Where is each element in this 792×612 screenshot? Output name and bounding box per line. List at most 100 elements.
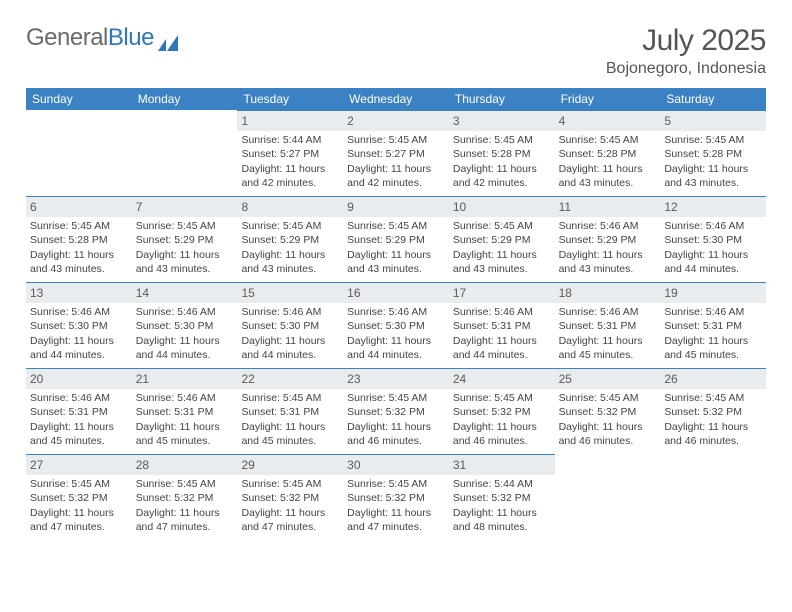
day-cell: 16Sunrise: 5:46 AMSunset: 5:30 PMDayligh… <box>343 282 449 368</box>
brand-logo: GeneralBlue <box>26 24 180 52</box>
daylight-line: Daylight: 11 hours and 47 minutes. <box>30 506 128 534</box>
day-cell: 14Sunrise: 5:46 AMSunset: 5:30 PMDayligh… <box>132 282 238 368</box>
day-cell-body: Sunrise: 5:46 AMSunset: 5:31 PMDaylight:… <box>449 303 555 368</box>
sunrise-line: Sunrise: 5:46 AM <box>559 305 657 319</box>
date-number: 30 <box>343 454 449 475</box>
daylight-line: Daylight: 11 hours and 44 minutes. <box>30 334 128 362</box>
day-cell: 4Sunrise: 5:45 AMSunset: 5:28 PMDaylight… <box>555 110 661 196</box>
day-cell-body: Sunrise: 5:45 AMSunset: 5:28 PMDaylight:… <box>660 131 766 196</box>
sunset-line: Sunset: 5:32 PM <box>136 491 234 505</box>
sunrise-line: Sunrise: 5:45 AM <box>136 219 234 233</box>
date-number: 22 <box>237 368 343 389</box>
day-cell: 20Sunrise: 5:46 AMSunset: 5:31 PMDayligh… <box>26 368 132 454</box>
day-cell: 17Sunrise: 5:46 AMSunset: 5:31 PMDayligh… <box>449 282 555 368</box>
day-cell-body: Sunrise: 5:45 AMSunset: 5:31 PMDaylight:… <box>237 389 343 454</box>
sunrise-line: Sunrise: 5:45 AM <box>136 477 234 491</box>
sunrise-line: Sunrise: 5:46 AM <box>664 305 762 319</box>
sunrise-line: Sunrise: 5:46 AM <box>453 305 551 319</box>
date-number: 13 <box>26 282 132 303</box>
date-number: 25 <box>555 368 661 389</box>
day-cell: 9Sunrise: 5:45 AMSunset: 5:29 PMDaylight… <box>343 196 449 282</box>
day-header: Saturday <box>660 88 766 110</box>
sunset-line: Sunset: 5:32 PM <box>664 405 762 419</box>
sunrise-line: Sunrise: 5:45 AM <box>241 219 339 233</box>
day-cell-body: Sunrise: 5:45 AMSunset: 5:28 PMDaylight:… <box>449 131 555 196</box>
day-cell-body: Sunrise: 5:45 AMSunset: 5:28 PMDaylight:… <box>555 131 661 196</box>
day-cell-body: Sunrise: 5:45 AMSunset: 5:28 PMDaylight:… <box>26 217 132 282</box>
day-header: Thursday <box>449 88 555 110</box>
day-cell: 12Sunrise: 5:46 AMSunset: 5:30 PMDayligh… <box>660 196 766 282</box>
sunrise-line: Sunrise: 5:46 AM <box>136 305 234 319</box>
date-number: 20 <box>26 368 132 389</box>
daylight-line: Daylight: 11 hours and 42 minutes. <box>453 162 551 190</box>
week-row: 1Sunrise: 5:44 AMSunset: 5:27 PMDaylight… <box>26 110 766 196</box>
day-cell: 15Sunrise: 5:46 AMSunset: 5:30 PMDayligh… <box>237 282 343 368</box>
day-cell-body: Sunrise: 5:45 AMSunset: 5:29 PMDaylight:… <box>132 217 238 282</box>
week-row: 27Sunrise: 5:45 AMSunset: 5:32 PMDayligh… <box>26 454 766 540</box>
daylight-line: Daylight: 11 hours and 43 minutes. <box>347 248 445 276</box>
sunrise-line: Sunrise: 5:45 AM <box>241 391 339 405</box>
calendar-page: GeneralBlue July 2025 Bojonegoro, Indone… <box>0 0 792 540</box>
day-cell: 24Sunrise: 5:45 AMSunset: 5:32 PMDayligh… <box>449 368 555 454</box>
daylight-line: Daylight: 11 hours and 47 minutes. <box>347 506 445 534</box>
sunset-line: Sunset: 5:30 PM <box>347 319 445 333</box>
daylight-line: Daylight: 11 hours and 46 minutes. <box>559 420 657 448</box>
day-cell-body: Sunrise: 5:45 AMSunset: 5:29 PMDaylight:… <box>449 217 555 282</box>
daylight-line: Daylight: 11 hours and 44 minutes. <box>241 334 339 362</box>
day-cell: 1Sunrise: 5:44 AMSunset: 5:27 PMDaylight… <box>237 110 343 196</box>
day-cell-body: Sunrise: 5:46 AMSunset: 5:30 PMDaylight:… <box>343 303 449 368</box>
sunset-line: Sunset: 5:27 PM <box>347 147 445 161</box>
day-header: Tuesday <box>237 88 343 110</box>
sunset-line: Sunset: 5:32 PM <box>453 491 551 505</box>
sunset-line: Sunset: 5:32 PM <box>347 405 445 419</box>
sunrise-line: Sunrise: 5:46 AM <box>241 305 339 319</box>
date-number: 24 <box>449 368 555 389</box>
day-cell: 22Sunrise: 5:45 AMSunset: 5:31 PMDayligh… <box>237 368 343 454</box>
sunset-line: Sunset: 5:28 PM <box>559 147 657 161</box>
day-cell-body: Sunrise: 5:46 AMSunset: 5:30 PMDaylight:… <box>132 303 238 368</box>
date-number: 7 <box>132 196 238 217</box>
day-cell-body: Sunrise: 5:45 AMSunset: 5:32 PMDaylight:… <box>660 389 766 454</box>
sunrise-line: Sunrise: 5:45 AM <box>559 133 657 147</box>
day-cell: 19Sunrise: 5:46 AMSunset: 5:31 PMDayligh… <box>660 282 766 368</box>
day-header: Sunday <box>26 88 132 110</box>
sunrise-line: Sunrise: 5:45 AM <box>453 133 551 147</box>
day-cell: 29Sunrise: 5:45 AMSunset: 5:32 PMDayligh… <box>237 454 343 540</box>
day-cell: 25Sunrise: 5:45 AMSunset: 5:32 PMDayligh… <box>555 368 661 454</box>
day-cell-body: Sunrise: 5:46 AMSunset: 5:29 PMDaylight:… <box>555 217 661 282</box>
date-number: 3 <box>449 110 555 131</box>
daylight-line: Daylight: 11 hours and 47 minutes. <box>241 506 339 534</box>
sunset-line: Sunset: 5:32 PM <box>347 491 445 505</box>
header: GeneralBlue July 2025 Bojonegoro, Indone… <box>26 24 766 78</box>
day-cell-body: Sunrise: 5:46 AMSunset: 5:30 PMDaylight:… <box>660 217 766 282</box>
sunrise-line: Sunrise: 5:46 AM <box>664 219 762 233</box>
daylight-line: Daylight: 11 hours and 45 minutes. <box>241 420 339 448</box>
date-number: 12 <box>660 196 766 217</box>
day-cell: 7Sunrise: 5:45 AMSunset: 5:29 PMDaylight… <box>132 196 238 282</box>
sunset-line: Sunset: 5:29 PM <box>241 233 339 247</box>
day-cell: 2Sunrise: 5:45 AMSunset: 5:27 PMDaylight… <box>343 110 449 196</box>
sunrise-line: Sunrise: 5:45 AM <box>30 477 128 491</box>
empty-cell <box>26 110 132 196</box>
date-number: 23 <box>343 368 449 389</box>
daylight-line: Daylight: 11 hours and 44 minutes. <box>136 334 234 362</box>
date-number: 4 <box>555 110 661 131</box>
day-cell: 6Sunrise: 5:45 AMSunset: 5:28 PMDaylight… <box>26 196 132 282</box>
day-cell-body: Sunrise: 5:46 AMSunset: 5:30 PMDaylight:… <box>26 303 132 368</box>
date-number: 1 <box>237 110 343 131</box>
daylight-line: Daylight: 11 hours and 43 minutes. <box>453 248 551 276</box>
day-cell: 3Sunrise: 5:45 AMSunset: 5:28 PMDaylight… <box>449 110 555 196</box>
daylight-line: Daylight: 11 hours and 45 minutes. <box>30 420 128 448</box>
sunset-line: Sunset: 5:31 PM <box>559 319 657 333</box>
date-number: 17 <box>449 282 555 303</box>
sunset-line: Sunset: 5:32 PM <box>30 491 128 505</box>
sunset-line: Sunset: 5:32 PM <box>559 405 657 419</box>
sunset-line: Sunset: 5:28 PM <box>664 147 762 161</box>
sunrise-line: Sunrise: 5:45 AM <box>347 219 445 233</box>
sunset-line: Sunset: 5:30 PM <box>136 319 234 333</box>
daylight-line: Daylight: 11 hours and 48 minutes. <box>453 506 551 534</box>
sunrise-line: Sunrise: 5:46 AM <box>136 391 234 405</box>
day-cell-body: Sunrise: 5:46 AMSunset: 5:31 PMDaylight:… <box>26 389 132 454</box>
date-number: 14 <box>132 282 238 303</box>
day-cell: 27Sunrise: 5:45 AMSunset: 5:32 PMDayligh… <box>26 454 132 540</box>
